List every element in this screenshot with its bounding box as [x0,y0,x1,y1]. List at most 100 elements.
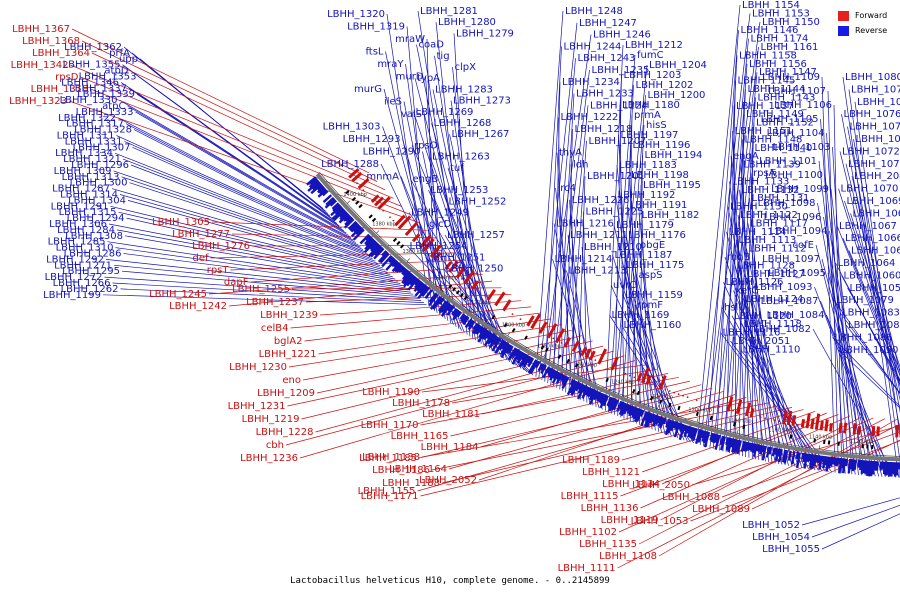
leader-line [839,312,900,394]
reverse-gene-mark [882,461,886,475]
rna-mark [605,377,609,383]
reverse-gene-label: irc4 [558,183,577,194]
reverse-gene-mark [744,441,750,452]
reverse-gene-label: LBHH_1153 [752,8,810,19]
forward-gene-mark [824,419,829,432]
reverse-gene-label: LBHH_1214 [555,254,613,265]
reverse-gene-mark [602,395,610,407]
rna-mark [491,314,496,320]
forward-gene-mark [486,288,496,301]
forward-gene-dot [519,318,522,321]
legend-forward: Forward [838,8,887,23]
forward-gene-mark [571,340,580,352]
leader-line [290,306,532,329]
forward-gene-label: LBHH_1111 [558,563,616,574]
reverse-gene-label: LBHH_1064 [838,258,896,269]
reverse-gene-label: LBHH_1254 [410,241,468,252]
reverse-gene-label: LBHH_1150 [762,17,820,28]
reverse-gene-mark [406,275,416,287]
forward-gene-dot [382,209,385,212]
reverse-gene-label: LBHH_1288 [321,159,379,170]
reverse-gene-label: LBHH_1207 [589,136,647,147]
leader-line [750,172,763,461]
reverse-gene-label: LBHH_1077 [857,97,900,108]
reverse-gene-mark [842,458,846,474]
reverse-gene-label: LBHH_1122 [740,210,798,221]
leader-line [620,414,839,497]
reverse-gene-mark [879,461,883,471]
forward-gene-dot [732,409,734,412]
reverse-gene-mark [381,254,393,268]
leader-line [70,64,394,199]
forward-gene-dot [356,182,358,185]
reverse-gene-mark [700,430,705,438]
leader-line [848,89,900,465]
reverse-gene-mark [471,323,480,335]
reverse-gene-mark [667,420,674,434]
forward-gene-label: rpsT [207,265,230,276]
reverse-gene-label: LBHH_1132 [742,185,800,196]
reverse-gene-mark [768,446,773,455]
reverse-gene-label: rpsA [753,168,776,179]
reverse-gene-mark [447,304,454,312]
reverse-gene-label: LBHH_1191 [630,200,688,211]
leader-line [629,124,645,422]
leader-line [117,117,352,239]
reverse-gene-label: LBHH_1130 [730,202,788,213]
leader-line [315,350,614,433]
leader-line [81,40,378,182]
reverse-gene-label: LBHH_1080 [845,72,900,83]
reverse-gene-label: LBHH_1266 [53,278,111,289]
leader-line [112,282,422,301]
reverse-gene-label: LBHH_1192 [618,190,676,201]
rna-mark [455,290,460,295]
leader-line [107,241,404,286]
reverse-gene-mark [683,424,688,432]
reverse-gene-label: LBHH_1194 [645,150,703,161]
reverse-gene-mark [628,405,635,417]
reverse-gene-label: atpD [104,66,128,77]
reverse-gene-mark [461,315,468,324]
reverse-gene-mark [730,438,735,448]
rna-mark [632,389,636,394]
leader-line [558,117,564,391]
forward-gene-dot [718,406,721,408]
reverse-gene-label: LBHH_1176 [628,230,686,241]
leader-line [116,135,359,246]
reverse-gene-mark [370,242,380,252]
reverse-gene-label: LBHH_1114 [729,227,787,238]
leader-line [251,245,446,247]
reverse-gene-mark [795,452,801,469]
reverse-gene-label: LBHH_1333 [76,107,134,118]
leader-line [691,425,900,486]
leader-line [448,391,724,470]
forward-gene-mark [502,299,512,312]
reverse-gene-label: LBHH_1070 [841,184,899,195]
forward-gene-dot [624,372,627,375]
reverse-gene-label: fumC [637,50,664,61]
reverse-gene-label: LBHH_1328 [74,125,132,136]
reverse-gene-mark [331,202,340,210]
reverse-gene-label: LBHH_1222 [561,112,619,123]
reverse-gene-mark [735,439,741,452]
reverse-gene-mark [664,419,672,436]
reverse-gene-mark [831,457,836,465]
reverse-gene-mark [599,393,606,404]
reverse-gene-mark [626,404,631,412]
reverse-gene-mark [413,280,422,289]
leader-line [116,229,398,282]
reverse-gene-label: LBHH_1290 [363,147,421,158]
leader-line [291,287,502,290]
reverse-gene-mark [334,206,344,215]
reverse-gene-mark [821,455,825,462]
leader-line [847,287,900,381]
reverse-gene-label: LBHH_1280 [438,17,496,28]
reverse-gene-mark [556,372,562,380]
leader-line [441,404,781,484]
reverse-gene-label: LBHH_1148 [745,134,803,145]
reverse-gene-label: LBHH_1211 [570,230,628,241]
forward-gene-mark [829,423,833,432]
forward-gene-mark [444,261,453,270]
leader-line [119,99,345,232]
forward-gene-dot [594,359,597,361]
